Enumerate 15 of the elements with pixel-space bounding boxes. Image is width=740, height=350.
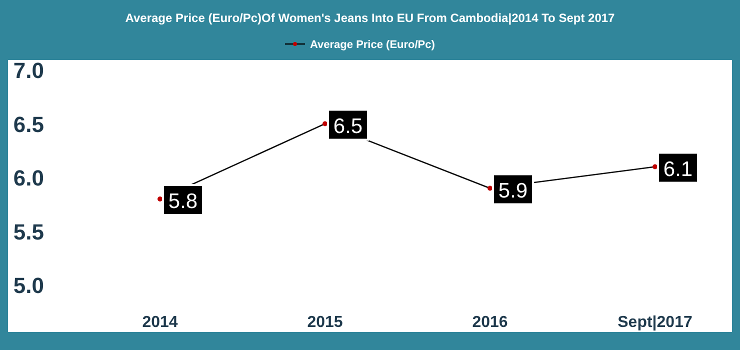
x-tick-label: 2016 (472, 314, 508, 331)
y-tick-label: 6.5 (13, 112, 44, 137)
y-tick-label: 7.0 (13, 58, 44, 83)
y-tick-label: 5.0 (13, 273, 44, 298)
data-label: 6.1 (663, 158, 693, 181)
chart-title: Average Price (Euro/Pc)Of Women's Jeans Into EU From Cambodia|2014 To Sept 2017 (125, 11, 616, 25)
data-label: 5.9 (498, 179, 528, 202)
data-label: 6.5 (333, 114, 363, 138)
x-tick-label: 2015 (307, 314, 343, 331)
x-tick-label: Sept|2017 (618, 314, 692, 331)
data-label: 5.8 (168, 190, 198, 213)
y-tick-label: 6.0 (13, 166, 44, 190)
legend-label: Average Price (Euro/Pc) (310, 39, 436, 51)
y-tick-label: 5.5 (13, 219, 44, 244)
x-tick-label: 2014 (142, 314, 178, 331)
